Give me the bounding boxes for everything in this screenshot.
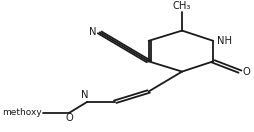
Text: methoxy: methoxy: [2, 108, 42, 117]
Text: NH: NH: [217, 36, 232, 46]
Text: N: N: [82, 90, 89, 100]
Text: O: O: [66, 113, 73, 123]
Text: N: N: [89, 27, 97, 37]
Text: CH₃: CH₃: [173, 1, 191, 11]
Text: O: O: [243, 67, 250, 77]
